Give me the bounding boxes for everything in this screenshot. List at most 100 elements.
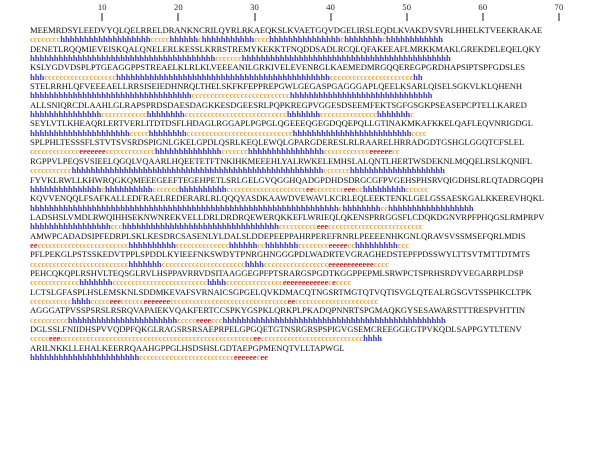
ss-run-h: hhhhhhhhhhhhhhhhhhhhhhhhhhhhhhhhh — [122, 221, 279, 232]
secondary-structure-line: ccccccccccchhhhccccceeecccccceeeeeeecccc… — [30, 295, 596, 306]
ss-run-e: ee — [287, 295, 296, 306]
sequence-blocks: MEEMRDSYLEEDVYQLQELRRELDRANKNCRILQYRLRKA… — [30, 25, 596, 363]
ss-run-c: ccccccccccccccccc — [263, 258, 329, 269]
secondary-structure-line: hhhccccccccccccccccccchhhhhhhhhhhhhhhhhh… — [30, 71, 596, 82]
ss-run-c: cc — [347, 239, 355, 250]
ss-run-h: hhhhhh — [228, 239, 258, 250]
ss-run-c: cccccccccccccccccccccccccc — [191, 90, 290, 101]
ss-run-e: eeeee — [328, 239, 348, 250]
ruler-tick-label: 60 — [478, 2, 488, 12]
ss-run-c: c — [328, 277, 333, 288]
sequence-block: ARILNKKLLEHALKEERRQAAHGPPGLHSDSHSLGDTAEP… — [30, 343, 596, 363]
sequence-block: KSLYGDVDSPLPTGEAGGPPSTREAELKLRLKLVEEEANI… — [30, 63, 596, 82]
ss-run-h: hhhhhhh — [128, 258, 162, 269]
ss-run-c: cccccccccc — [30, 314, 68, 325]
ss-run-h: hhhhhhhhhhhhhhhhhhhh — [349, 165, 445, 176]
ss-run-c: cccc — [373, 258, 389, 269]
sequence-block: LADSHSLVMDLRWQIHHSEKNWNREKVELLDRLDRDRQEW… — [30, 212, 596, 232]
ss-run-c: ccccc — [150, 34, 170, 45]
ss-run-h: hhhhhhh — [264, 239, 299, 250]
ss-run-e: ee — [260, 352, 268, 363]
ss-run-h: hhhhhhhhhhh — [201, 34, 254, 45]
sequence-block: KQVVENQQLFSAFKALLEDFRAELREDERARLRLQQQYAS… — [30, 193, 596, 213]
ruler-tick-mark — [177, 13, 179, 21]
ss-run-e: eee — [48, 333, 61, 344]
ss-run-h: hhhhhhhhhh — [105, 183, 153, 194]
ss-run-c: ccc — [397, 239, 410, 250]
ruler-tick-label: 50 — [402, 2, 412, 12]
ss-run-c: ccccccc — [215, 53, 242, 64]
ss-run-h: hhhhhhhhhh — [179, 183, 227, 194]
ss-run-c: cccccccccc — [278, 221, 317, 232]
residue-sequence-line: DGLSSLFNIIDHSPVVQDPFQKGLRAGSRSRSAEPRPELG… — [30, 324, 522, 334]
ss-run-c: ccccc — [90, 295, 110, 306]
ruler-tick-label: 70 — [554, 2, 564, 12]
ss-run-h: hhhhhhhhh — [362, 183, 406, 194]
ss-run-c: ccccccccccccccccccc — [44, 71, 117, 82]
ss-run-h: hhhhhhhhhhhhhhhhhhhhh — [30, 127, 130, 138]
ss-run-e: eeeeee — [233, 352, 257, 363]
ss-run-h: hhhhhhhhhhhhhhhhhhhhhhhhhhhhhhhhhhhhhhhh… — [71, 165, 324, 176]
ss-run-c: cccccccccccccccccccccccccccc — [186, 127, 293, 138]
secondary-structure-line: hhhhhhhhhhhhhhhchhhhhhhhhhccccccchhhhhhh… — [30, 183, 596, 194]
ss-run-h: hhhhhhhhhhhhhhhhhhhhhhh — [30, 352, 140, 363]
ss-run-h: hhhhhhhhhhhhhhhhhhhhhhhhhhhhhh — [289, 90, 433, 101]
ss-run-c: c — [338, 202, 343, 213]
ss-run-h: hh — [413, 71, 423, 82]
sequence-block: AMWPCADADSIPFEDRPLSKLKESDRCSASENLYLDALSL… — [30, 230, 596, 251]
residue-sequence-line: FYVKLRWLLKHWRQGKQMEEEGEEFTEGEHPETLSRLGEL… — [30, 174, 544, 185]
ss-run-h: hhhhhhhh — [344, 34, 383, 45]
ss-run-c: ccccc — [129, 127, 149, 138]
residue-sequence-line: AGGGATPVSSPSRSLRSRQVAPAIEKVQAKFERTCCSPKY… — [30, 305, 526, 316]
secondary-structure-line: hhhhhhhhhhhhhhhhhhhhhhhccccccccccccccccc… — [30, 352, 596, 363]
ss-run-h: hhhhhhhhhhhhhhh — [30, 109, 102, 120]
ruler-tick-mark — [482, 13, 484, 21]
ss-run-c: ccccccccccccccc — [320, 109, 377, 120]
ss-run-c: cccccccccccc — [323, 146, 370, 157]
ss-run-h: hhhhhhhhhh — [128, 239, 176, 250]
ss-run-c: ccc — [211, 314, 223, 325]
ss-run-c: ccccccccccccccccccccccccc — [328, 221, 423, 232]
residue-sequence-line: PEHCQKQPLRSHVLTEQSGLRVLHSPPAVRRVDSITAAGG… — [30, 267, 524, 278]
ss-run-c: cccccccccccccccccccccc — [161, 258, 245, 269]
ruler-tick-label: 20 — [173, 2, 183, 12]
ss-run-h: hhhhhhhh — [146, 109, 185, 120]
secondary-structure-line: hhhhhhhhhhhhhhhhhccchhhhhhhhhhhhhhhhhhhh… — [30, 222, 596, 231]
ss-run-c: ccccccccccccccccccccccccccccccc — [170, 295, 288, 306]
ruler-tick-mark — [101, 13, 103, 21]
ss-run-e: eeeeee — [369, 146, 393, 157]
ss-run-c: ccccccc — [221, 146, 248, 157]
ss-run-h: hhhhhhhhhhhhhhhhhhhhhhhhh — [292, 127, 412, 138]
ss-run-c: cccccccccccc — [101, 109, 147, 120]
ss-run-c: ccccc — [177, 314, 197, 325]
ss-run-h: hhhhhhhhhhhhhhhhhhh — [60, 34, 151, 45]
secondary-structure-line: hhhhhhhhhhhhhhhhhhhhhhhhhhhhhhhhhhhhhhhc… — [30, 53, 596, 64]
sequence-block: LCTSLGFASPLHSLEMSKNLSDDMKEVAFSVRNAICSGPG… — [30, 287, 596, 307]
ss-run-e: eeee — [196, 314, 212, 325]
residue-sequence-line: DENETLRQQMIEVEISKQALQNELERLKESSLKRRSTREM… — [30, 43, 541, 54]
secondary-structure-line: cccccccccccccccccccccccccchhhhhhhccccccc… — [30, 258, 596, 269]
ss-run-c: ccccccccccc — [30, 295, 72, 306]
residue-sequence-line: STELRRHLQFVEEEAELLRRSISEIEDHNRQLTHELSKFK… — [30, 81, 523, 92]
secondary-structure-line: hhhhhhhhhhhhhhhhhhhhhccccchhhhhhhhcccccc… — [30, 127, 596, 138]
ruler-tick-label: 40 — [326, 2, 336, 12]
ss-run-c: cccccccccccccccccccccc — [295, 295, 379, 306]
ss-run-h: hhhhhhhhhhhhhhhhh — [30, 221, 111, 232]
ruler-tick-mark — [558, 13, 560, 21]
residue-sequence-line: RGPPVLPEQSVSIEELQGQLVQAARLHQEETETFTNKIHK… — [30, 155, 533, 166]
ss-run-c: cc — [380, 202, 389, 213]
ss-run-h: hhhh — [207, 277, 227, 288]
ss-run-c: cc — [392, 146, 400, 157]
residue-sequence-line: AMWPCADADSIPFEDRPLSKLKESDRCSASENLYLDALSL… — [30, 230, 526, 241]
ss-run-c: ccccccccccccccccccccccccccc — [260, 333, 364, 344]
ss-run-c: ccccccccccccc — [30, 146, 80, 157]
ss-run-c: c — [256, 352, 261, 363]
ss-run-c: ccc — [110, 221, 123, 232]
ss-run-c: ccccccccccccc — [105, 146, 155, 157]
sequence-block: FYVKLRWLLKHWRQGKQMEEEGEEFTEGEHPETLSRLGEL… — [30, 174, 596, 195]
ss-run-c: cccccc — [120, 295, 144, 306]
ss-run-c: cccccccccccccccccccccccccc — [30, 258, 129, 269]
sequence-block: DGLSSLFNIIDHSPVVQDPFQKGLRAGSRSRSAEPRPELG… — [30, 324, 596, 344]
ss-run-c: cccccccc — [313, 183, 344, 194]
secondary-structure-line: cccccccccchhhhhhhhhhhhhhhhhhhhhhhcccccee… — [30, 314, 596, 325]
